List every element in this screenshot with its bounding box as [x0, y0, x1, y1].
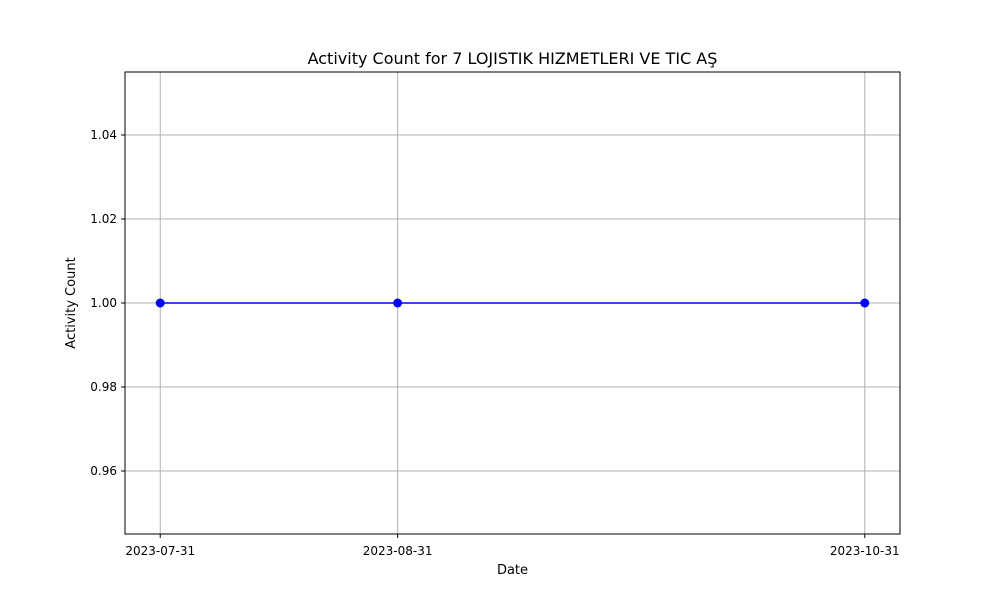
x-tick-label: 2023-07-31	[125, 544, 195, 558]
y-tick-label: 1.00	[90, 296, 117, 310]
x-tick-label: 2023-10-31	[830, 544, 900, 558]
x-tick-label: 2023-08-31	[363, 544, 433, 558]
y-tick-label: 1.02	[90, 212, 117, 226]
chart-title: Activity Count for 7 LOJISTIK HIZMETLERI…	[308, 49, 718, 68]
y-tick-label: 0.96	[90, 464, 117, 478]
data-point	[860, 298, 870, 308]
series-layer	[155, 298, 870, 308]
y-axis-label: Activity Count	[64, 257, 79, 348]
data-point	[155, 298, 165, 308]
data-point	[393, 298, 403, 308]
x-axis-label: Date	[497, 563, 528, 578]
y-tick-label: 0.98	[90, 380, 117, 394]
y-tick-label: 1.04	[90, 128, 117, 142]
ticks: 2023-07-31 2023-08-31 2023-10-31 0.96 0.98 1.…	[90, 128, 899, 558]
